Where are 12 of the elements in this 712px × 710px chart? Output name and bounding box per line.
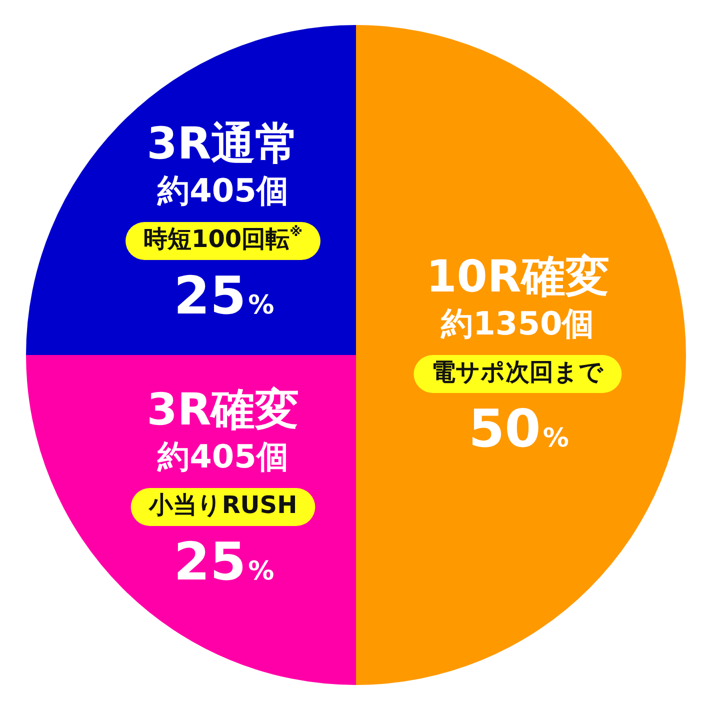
text: 約1350個 <box>441 304 594 342</box>
data-label: 25% <box>174 266 274 327</box>
text: 約405個 <box>158 171 288 210</box>
text: 約405個 <box>158 437 288 476</box>
text: 小当りRUSH <box>148 491 298 520</box>
slice-label: 3R通常 <box>146 118 300 170</box>
slice-label: 3R確変 <box>146 384 300 436</box>
text: 電サポ次回まで <box>432 358 604 386</box>
text: 時短100回転※ <box>144 225 302 254</box>
data-label: 50% <box>468 400 569 460</box>
slice-label: 10R確変 <box>426 251 610 302</box>
data-label: 25% <box>174 532 274 593</box>
